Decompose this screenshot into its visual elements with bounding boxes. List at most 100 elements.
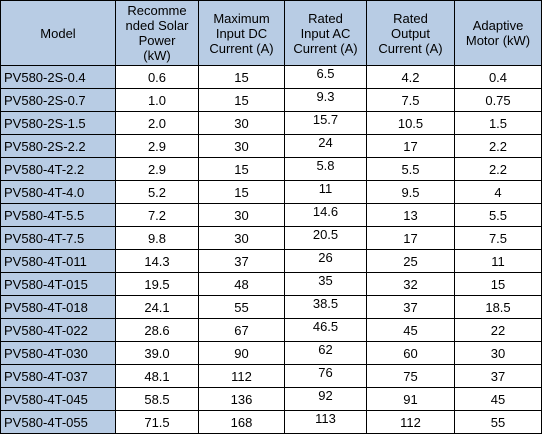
cell-motor-kw: 55 [454,410,542,434]
cell-motor-kw: 18.5 [454,295,542,319]
cell-solar-power: 2.9 [115,134,199,158]
cell-model: PV580-4T-2.2 [0,157,116,181]
cell-ac-current: 6.5 [284,65,367,89]
cell-output-current: 17 [366,226,455,250]
table-row: PV580-4T-7.5 9.8 30 20.5 17 7.5 [0,226,542,250]
cell-output-current: 10.5 [366,111,455,135]
table-row: PV580-4T-018 24.1 55 38.5 37 18.5 [0,295,542,319]
header-model: Model [0,0,116,66]
cell-dc-current: 90 [198,341,285,365]
header-max-input-dc-current: Maximum Input DC Current (A) [198,0,285,66]
table-row: PV580-2S-1.5 2.0 30 15.7 10.5 1.5 [0,111,542,135]
cell-dc-current: 15 [198,88,285,112]
cell-dc-current: 67 [198,318,285,342]
header-adaptive-motor: Adaptive Motor (kW) [454,0,542,66]
cell-output-current: 13 [366,203,455,227]
cell-output-current: 75 [366,364,455,388]
table-row: PV580-4T-022 28.6 67 46.5 45 22 [0,318,542,342]
cell-model: PV580-4T-5.5 [0,203,116,227]
header-rated-input-ac-current: Rated Input AC Current (A) [284,0,367,66]
table-row: PV580-4T-5.5 7.2 30 14.6 13 5.5 [0,203,542,227]
cell-dc-current: 15 [198,65,285,89]
cell-ac-current: 26 [284,249,367,273]
cell-output-current: 25 [366,249,455,273]
table-row: PV580-4T-4.0 5.2 15 11 9.5 4 [0,180,542,204]
cell-dc-current: 30 [198,111,285,135]
cell-motor-kw: 15 [454,272,542,296]
cell-ac-current: 11 [284,180,367,204]
cell-motor-kw: 45 [454,387,542,411]
cell-solar-power: 0.6 [115,65,199,89]
table-row: PV580-4T-030 39.0 90 62 60 30 [0,341,542,365]
table-row: PV580-4T-045 58.5 136 92 91 45 [0,387,542,411]
cell-dc-current: 48 [198,272,285,296]
cell-solar-power: 2.0 [115,111,199,135]
cell-dc-current: 30 [198,134,285,158]
cell-motor-kw: 5.5 [454,203,542,227]
cell-output-current: 45 [366,318,455,342]
cell-dc-current: 136 [198,387,285,411]
cell-ac-current: 38.5 [284,295,367,319]
cell-model: PV580-2S-0.4 [0,65,116,89]
cell-model: PV580-4T-7.5 [0,226,116,250]
cell-ac-current: 5.8 [284,157,367,181]
cell-model: PV580-4T-055 [0,410,116,434]
cell-solar-power: 48.1 [115,364,199,388]
cell-model: PV580-4T-030 [0,341,116,365]
cell-solar-power: 24.1 [115,295,199,319]
cell-model: PV580-4T-037 [0,364,116,388]
cell-dc-current: 15 [198,180,285,204]
cell-output-current: 5.5 [366,157,455,181]
cell-solar-power: 7.2 [115,203,199,227]
cell-solar-power: 39.0 [115,341,199,365]
table-row: PV580-4T-2.2 2.9 15 5.8 5.5 2.2 [0,157,542,181]
cell-ac-current: 15.7 [284,111,367,135]
table-row: PV580-2S-2.2 2.9 30 24 17 2.2 [0,134,542,158]
cell-output-current: 4.2 [366,65,455,89]
table-row: PV580-4T-011 14.3 37 26 25 11 [0,249,542,273]
cell-solar-power: 58.5 [115,387,199,411]
cell-dc-current: 168 [198,410,285,434]
cell-solar-power: 28.6 [115,318,199,342]
cell-output-current: 91 [366,387,455,411]
cell-ac-current: 76 [284,364,367,388]
cell-output-current: 112 [366,410,455,434]
cell-model: PV580-2S-1.5 [0,111,116,135]
cell-ac-current: 113 [284,410,367,434]
table-row: PV580-2S-0.7 1.0 15 9.3 7.5 0.75 [0,88,542,112]
cell-output-current: 9.5 [366,180,455,204]
cell-output-current: 32 [366,272,455,296]
cell-motor-kw: 0.75 [454,88,542,112]
cell-ac-current: 24 [284,134,367,158]
table-row: PV580-4T-015 19.5 48 35 32 15 [0,272,542,296]
cell-dc-current: 37 [198,249,285,273]
cell-ac-current: 14.6 [284,203,367,227]
cell-dc-current: 30 [198,203,285,227]
cell-model: PV580-4T-045 [0,387,116,411]
header-row: Model Recomme nded Solar Power (kW) Maxi… [0,0,542,66]
cell-solar-power: 14.3 [115,249,199,273]
table-row: PV580-2S-0.4 0.6 15 6.5 4.2 0.4 [0,65,542,89]
cell-dc-current: 55 [198,295,285,319]
cell-dc-current: 15 [198,157,285,181]
cell-output-current: 7.5 [366,88,455,112]
cell-model: PV580-2S-2.2 [0,134,116,158]
cell-motor-kw: 30 [454,341,542,365]
table-row: PV580-4T-055 71.5 168 113 112 55 [0,410,542,434]
cell-motor-kw: 11 [454,249,542,273]
cell-motor-kw: 7.5 [454,226,542,250]
cell-ac-current: 62 [284,341,367,365]
cell-ac-current: 20.5 [284,226,367,250]
cell-model: PV580-4T-022 [0,318,116,342]
cell-ac-current: 9.3 [284,88,367,112]
cell-solar-power: 71.5 [115,410,199,434]
table-row: PV580-4T-037 48.1 112 76 75 37 [0,364,542,388]
cell-solar-power: 5.2 [115,180,199,204]
cell-output-current: 37 [366,295,455,319]
cell-model: PV580-4T-4.0 [0,180,116,204]
cell-solar-power: 19.5 [115,272,199,296]
cell-motor-kw: 2.2 [454,157,542,181]
cell-solar-power: 1.0 [115,88,199,112]
cell-motor-kw: 0.4 [454,65,542,89]
cell-motor-kw: 2.2 [454,134,542,158]
